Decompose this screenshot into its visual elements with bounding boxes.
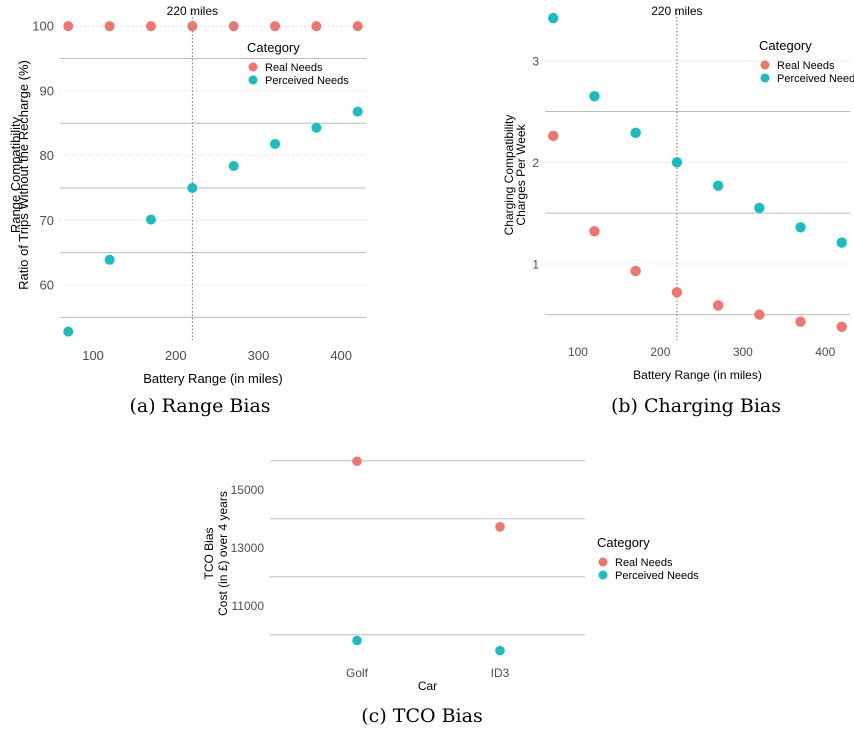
- data-point: [228, 21, 239, 32]
- data-point: [352, 635, 362, 646]
- data-point: [836, 321, 847, 332]
- legend-key-real-needs: [248, 62, 258, 72]
- legend-title: Category: [759, 38, 812, 53]
- reference-line-label: 220 miles: [167, 4, 218, 18]
- data-point: [104, 21, 115, 32]
- data-point: [187, 21, 198, 32]
- data-point: [754, 202, 765, 214]
- data-point: [495, 645, 505, 656]
- y-axis-title-line2: Cost (in £) over 4 years: [216, 491, 230, 616]
- x-axis-title: Car: [418, 679, 437, 693]
- data-point: [671, 287, 683, 298]
- legend-label-perceived-needs: Perceived Needs: [265, 75, 349, 87]
- data-point: [548, 12, 559, 24]
- charging-chart: 220 miles 1 2 3 100 200 300 400 Battery Range (i…: [502, 4, 854, 417]
- legend-title: Category: [597, 535, 650, 550]
- figure-caption: (b) Charging Bias: [611, 395, 781, 417]
- x-tick-label: 300: [248, 348, 270, 363]
- data-point: [754, 309, 765, 320]
- range-chart: 220 miles 60 70 80 90 100 100 200 300 400 Battery …: [8, 4, 366, 417]
- series-real-needs: [63, 21, 363, 32]
- tco-chart: 11000 13000 15000 Golf ID3 Car TCO Bias Cost (i…: [202, 456, 699, 727]
- y-tick-label: 80: [40, 148, 54, 163]
- y-tick-label: 1: [532, 257, 539, 271]
- y-axis-title-line2: Charges Per Week: [514, 123, 528, 225]
- x-tick-label: 400: [330, 348, 352, 363]
- figure-caption: (c) TCO Bias: [361, 705, 482, 727]
- legend-key-perceived-needs: [598, 570, 608, 580]
- legend-label-real-needs: Real Needs: [777, 60, 835, 72]
- x-tick-label: 200: [165, 348, 187, 363]
- data-point: [548, 130, 559, 142]
- y-axis-title-line1: TCO Bias: [202, 527, 216, 579]
- y-tick-label: 70: [40, 213, 54, 228]
- legend-key-real-needs: [598, 557, 608, 567]
- x-tick-label: 100: [82, 348, 104, 363]
- data-point: [712, 300, 724, 311]
- data-point: [712, 180, 724, 191]
- data-point: [104, 254, 115, 265]
- x-tick-label: ID3: [491, 666, 510, 680]
- x-axis-title: Battery Range (in miles): [143, 371, 282, 386]
- x-axis-title: Battery Range (in miles): [633, 368, 762, 382]
- data-point: [270, 138, 281, 149]
- series-real-needs: [352, 456, 505, 532]
- series-real-needs: [548, 130, 847, 332]
- legend-label-perceived-needs: Perceived Needs: [615, 570, 699, 582]
- x-tick-label: 400: [815, 345, 835, 359]
- x-tick-label: Golf: [346, 666, 369, 680]
- data-point: [63, 21, 74, 32]
- data-point: [311, 122, 322, 133]
- x-tick-label: 300: [733, 345, 753, 359]
- y-tick-label: 90: [40, 83, 54, 98]
- data-point: [589, 226, 600, 237]
- data-point: [589, 91, 600, 102]
- series-perceived-needs: [63, 106, 363, 337]
- data-point: [795, 316, 806, 327]
- data-point: [187, 182, 198, 193]
- series-perceived-needs: [352, 635, 505, 656]
- y-tick-label: 100: [32, 19, 54, 34]
- data-point: [630, 265, 641, 277]
- data-point: [671, 157, 683, 168]
- data-point: [495, 522, 505, 532]
- legend-label-perceived-needs: Perceived Needs: [777, 73, 854, 85]
- data-point: [311, 21, 322, 32]
- y-tick-label: 11000: [232, 599, 265, 613]
- legend-label-real-needs: Real Needs: [265, 62, 323, 74]
- x-tick-label: 200: [650, 345, 670, 359]
- data-point: [630, 127, 641, 139]
- x-tick-label: 100: [568, 345, 588, 359]
- data-point: [352, 106, 363, 117]
- data-point: [795, 222, 806, 233]
- y-axis-title-line1: Range Compatibility: [8, 116, 23, 233]
- legend-label-real-needs: Real Needs: [615, 557, 673, 569]
- data-point: [270, 21, 281, 32]
- data-point: [352, 21, 363, 32]
- y-tick-label: 2: [532, 156, 539, 170]
- data-point: [145, 21, 156, 32]
- y-tick-label: 15000: [231, 483, 265, 497]
- legend-title: Category: [247, 40, 300, 55]
- y-axis-title-line2: Ratio of Trips Without the Recharge (%): [16, 60, 31, 290]
- legend-key-perceived-needs: [248, 75, 258, 85]
- data-point: [145, 214, 156, 225]
- reference-line-label: 220 miles: [651, 4, 702, 18]
- data-point: [228, 160, 239, 171]
- y-axis-title-line1: Charging Compatibility: [502, 115, 516, 236]
- y-tick-label: 13000: [231, 541, 265, 555]
- legend-key-real-needs: [760, 60, 770, 70]
- legend-key-perceived-needs: [760, 73, 770, 83]
- series-perceived-needs: [548, 12, 847, 248]
- data-point: [63, 326, 74, 337]
- figure-caption: (a) Range Bias: [129, 395, 270, 417]
- data-point: [836, 237, 847, 248]
- y-tick-label: 3: [532, 54, 539, 68]
- data-point: [352, 456, 362, 467]
- y-tick-label: 60: [40, 278, 54, 293]
